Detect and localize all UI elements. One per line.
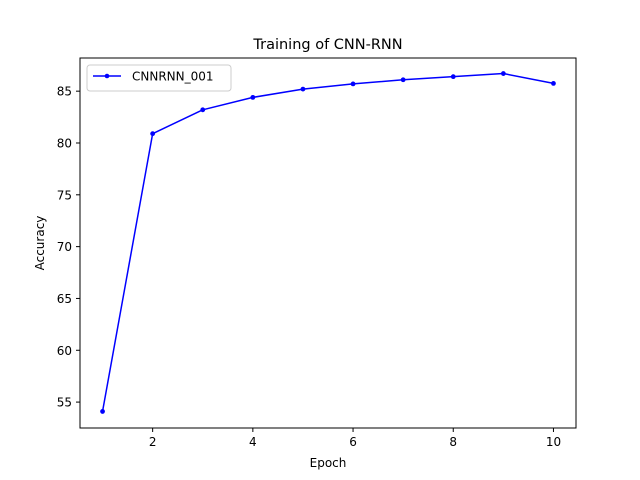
legend-series-label: CNNRNN_001 bbox=[132, 70, 214, 84]
y-tick-label: 85 bbox=[57, 85, 72, 99]
legend: CNNRNN_001 bbox=[87, 65, 231, 91]
y-axis-label: Accuracy bbox=[33, 216, 47, 271]
x-tick-label: 6 bbox=[349, 435, 357, 449]
data-point bbox=[351, 82, 356, 87]
data-point bbox=[551, 81, 556, 86]
data-point bbox=[100, 409, 105, 414]
data-point bbox=[401, 77, 406, 82]
x-tick-label: 4 bbox=[249, 435, 257, 449]
y-tick-label: 60 bbox=[57, 344, 72, 358]
y-tick-label: 70 bbox=[57, 240, 72, 254]
y-tick-label: 55 bbox=[57, 396, 72, 410]
data-point bbox=[200, 107, 205, 112]
x-tick-label: 8 bbox=[449, 435, 457, 449]
data-point bbox=[150, 131, 155, 136]
x-axis-label: Epoch bbox=[310, 456, 347, 470]
data-point bbox=[250, 95, 255, 100]
data-point bbox=[451, 74, 456, 79]
data-point bbox=[501, 71, 506, 76]
legend-series-marker bbox=[105, 74, 110, 79]
y-tick-label: 75 bbox=[57, 188, 72, 202]
x-tick-label: 2 bbox=[149, 435, 157, 449]
chart-title: Training of CNN-RNN bbox=[252, 37, 402, 53]
y-tick-label: 65 bbox=[57, 292, 72, 306]
x-tick-label: 10 bbox=[546, 435, 561, 449]
y-tick-label: 80 bbox=[57, 136, 72, 150]
data-point bbox=[301, 87, 306, 92]
